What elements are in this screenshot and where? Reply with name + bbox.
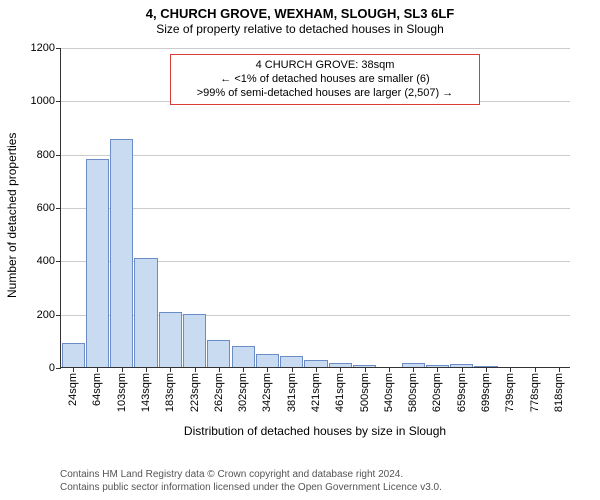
xtick-label: 461sqm <box>334 373 346 412</box>
xtick-mark <box>195 367 196 372</box>
bar <box>110 139 133 367</box>
bar <box>450 364 473 367</box>
xtick-label: 818sqm <box>553 373 565 412</box>
footer-text: Contains HM Land Registry data © Crown c… <box>60 468 590 494</box>
xtick-mark <box>340 367 341 372</box>
ytick-label: 1000 <box>31 95 61 107</box>
xtick-mark <box>219 367 220 372</box>
gridline <box>61 208 570 209</box>
x-axis-label: Distribution of detached houses by size … <box>60 424 570 438</box>
xtick-label: 143sqm <box>140 373 152 412</box>
annotation-box: 4 CHURCH GROVE: 38sqm← <1% of detached h… <box>170 54 480 105</box>
gridline <box>61 48 570 49</box>
xtick-label: 778sqm <box>529 373 541 412</box>
xtick-mark <box>97 367 98 372</box>
ytick-label: 800 <box>37 149 61 161</box>
xtick-label: 103sqm <box>116 373 128 412</box>
xtick-label: 620sqm <box>431 373 443 412</box>
ytick-label: 0 <box>49 362 61 374</box>
ytick-label: 200 <box>37 309 61 321</box>
bar <box>232 346 255 367</box>
bar <box>134 258 157 367</box>
xtick-mark <box>365 367 366 372</box>
footer-line: Contains public sector information licen… <box>60 481 590 494</box>
bar <box>304 360 327 367</box>
bar <box>256 354 279 367</box>
bar <box>183 314 206 367</box>
ytick-label: 1200 <box>31 42 61 54</box>
bar <box>329 363 352 367</box>
chart-title: 4, CHURCH GROVE, WEXHAM, SLOUGH, SL3 6LF <box>0 0 600 22</box>
xtick-mark <box>413 367 414 372</box>
chart-container: 4, CHURCH GROVE, WEXHAM, SLOUGH, SL3 6LF… <box>0 0 600 500</box>
xtick-label: 421sqm <box>310 373 322 412</box>
gridline <box>61 155 570 156</box>
xtick-label: 342sqm <box>261 373 273 412</box>
xtick-mark <box>292 367 293 372</box>
xtick-label: 262sqm <box>213 373 225 412</box>
xtick-mark <box>437 367 438 372</box>
xtick-mark <box>122 367 123 372</box>
xtick-label: 302sqm <box>237 373 249 412</box>
xtick-mark <box>535 367 536 372</box>
xtick-label: 580sqm <box>407 373 419 412</box>
bar <box>353 365 376 367</box>
xtick-label: 699sqm <box>480 373 492 412</box>
footer-line: Contains HM Land Registry data © Crown c… <box>60 468 590 481</box>
xtick-label: 659sqm <box>456 373 468 412</box>
xtick-mark <box>146 367 147 372</box>
chart-subtitle: Size of property relative to detached ho… <box>0 22 600 36</box>
ytick-label: 600 <box>37 202 61 214</box>
xtick-label: 64sqm <box>91 373 103 406</box>
bar <box>159 312 182 367</box>
xtick-mark <box>462 367 463 372</box>
bar <box>402 363 425 367</box>
bar <box>280 356 303 367</box>
annotation-line: >99% of semi-detached houses are larger … <box>179 87 471 101</box>
xtick-label: 540sqm <box>383 373 395 412</box>
xtick-mark <box>389 367 390 372</box>
xtick-label: 24sqm <box>67 373 79 406</box>
xtick-label: 500sqm <box>359 373 371 412</box>
xtick-mark <box>73 367 74 372</box>
xtick-mark <box>170 367 171 372</box>
bar <box>86 159 109 367</box>
xtick-mark <box>486 367 487 372</box>
xtick-mark <box>559 367 560 372</box>
xtick-label: 223sqm <box>189 373 201 412</box>
bar <box>207 340 230 367</box>
y-axis-label: Number of detached properties <box>5 133 19 298</box>
bar <box>426 365 449 367</box>
ytick-label: 400 <box>37 255 61 267</box>
xtick-label: 183sqm <box>164 373 176 412</box>
xtick-label: 739sqm <box>504 373 516 412</box>
xtick-label: 381sqm <box>286 373 298 412</box>
xtick-mark <box>243 367 244 372</box>
annotation-line: ← <1% of detached houses are smaller (6) <box>179 73 471 87</box>
annotation-line: 4 CHURCH GROVE: 38sqm <box>179 59 471 73</box>
xtick-mark <box>510 367 511 372</box>
xtick-mark <box>316 367 317 372</box>
bar <box>62 343 85 367</box>
xtick-mark <box>267 367 268 372</box>
bar <box>474 366 497 367</box>
